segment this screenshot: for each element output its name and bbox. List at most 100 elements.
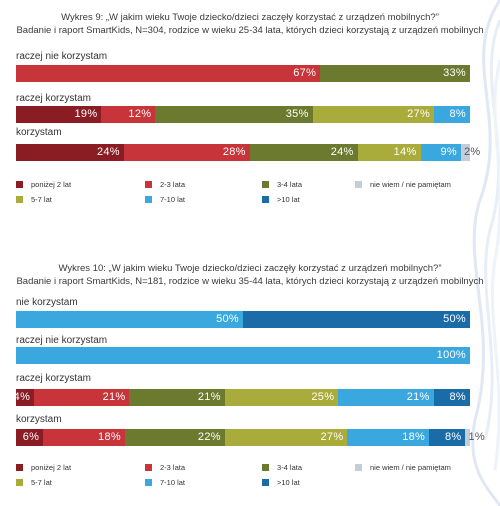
- bar-segment-lata3_4: 35%: [155, 106, 313, 123]
- bar-segment-niewiem: 2%: [461, 144, 480, 161]
- legend-item-lata3_4: 3-4 lata: [262, 463, 302, 472]
- legend-item-niewiem: nie wiem / nie pamiętam: [355, 463, 451, 472]
- data-label: 8%: [449, 108, 466, 120]
- data-label: 18%: [402, 431, 426, 443]
- legend-item-niewiem: nie wiem / nie pamiętam: [355, 180, 451, 189]
- data-label: 24%: [96, 146, 120, 158]
- legend-label: >10 lat: [277, 478, 300, 487]
- bar-segment-ponizej2: 4%: [13, 389, 35, 406]
- decorative-wave-lines: [471, 0, 500, 506]
- legend-item-lat5_7: 5-7 lat: [16, 478, 52, 487]
- stacked-bar: 100%: [16, 347, 470, 364]
- bar-segment-niewiem: 1%: [465, 429, 485, 446]
- legend-item-lat7_10: 7-10 lat: [145, 478, 185, 487]
- legend-swatch: [16, 196, 23, 203]
- bar-segment-lat10: 8%: [429, 429, 466, 446]
- data-label: 25%: [311, 391, 335, 403]
- legend-item-lata3_4: 3-4 lata: [262, 180, 302, 189]
- data-label: 1%: [468, 431, 485, 443]
- bar-segment-lat7_10: 21%: [338, 389, 434, 406]
- bar-segment-lata3_4: 21%: [129, 389, 225, 406]
- data-label: 50%: [216, 313, 239, 325]
- data-label: 2%: [464, 146, 481, 158]
- data-label: 50%: [443, 313, 466, 325]
- bar-segment-lat10: 50%: [243, 311, 470, 328]
- chart-title: Wykres 9: „W jakim wieku Twoje dziecko/d…: [61, 12, 439, 23]
- stacked-bar: 6% 18% 22% 27% 18% 8% 1%: [16, 429, 485, 446]
- data-label: 4%: [13, 391, 31, 403]
- legend-label: 3-4 lata: [277, 180, 303, 189]
- bar-segment-lat5_7: 27%: [224, 429, 348, 446]
- data-label: 19%: [74, 108, 98, 120]
- data-label: 21%: [197, 391, 221, 403]
- bar-segment-lata2_3: 21%: [34, 389, 130, 406]
- legend-item-lata2_3: 2-3 lata: [145, 463, 185, 472]
- legend-label: poniżej 2 lat: [31, 463, 72, 472]
- data-label: 12%: [128, 108, 152, 120]
- bar-segment-ponizej2: 24%: [16, 144, 124, 161]
- stacked-bar: 50% 50%: [16, 311, 470, 328]
- data-label: 27%: [407, 108, 431, 120]
- bar-segment-lata2_3: 28%: [123, 144, 250, 161]
- bar-segment-lata2_3: 67%: [16, 65, 321, 82]
- legend-item-lat5_7: 5-7 lat: [16, 195, 52, 204]
- legend-swatch: [16, 479, 23, 486]
- legend-label: 5-7 lat: [31, 195, 52, 204]
- row-label: raczej korzystam: [16, 93, 92, 104]
- data-label: 67%: [293, 67, 317, 79]
- bar-segment-lat7_10: 8%: [434, 106, 470, 123]
- data-label: 27%: [320, 431, 344, 443]
- legend-label: 7-10 lat: [160, 195, 186, 204]
- data-label: 35%: [285, 108, 309, 120]
- legend-label: 2-3 lata: [160, 180, 186, 189]
- legend-swatch: [145, 479, 152, 486]
- legend-label: 5-7 lat: [31, 478, 52, 487]
- bar-segment-ponizej2: 6%: [16, 429, 44, 446]
- legend-label: nie wiem / nie pamiętam: [370, 180, 451, 189]
- stacked-bar: 67% 33%: [16, 65, 470, 82]
- legend-swatch: [355, 181, 362, 188]
- data-label: 8%: [449, 391, 466, 403]
- legend-swatch: [262, 196, 269, 203]
- row-label: korzystam: [16, 414, 62, 425]
- legend-swatch: [145, 196, 152, 203]
- data-label: 14%: [393, 146, 417, 158]
- bar-segment-lata3_4: 22%: [124, 429, 225, 446]
- bar-segment-lat5_7: 14%: [357, 144, 421, 161]
- bar-segment-lat10: 8%: [433, 389, 470, 406]
- chart-subtitle: Badanie i raport SmartKids, N=304, rodzi…: [16, 25, 484, 36]
- legend-item-lat10: >10 lat: [262, 478, 300, 487]
- data-label: 18%: [98, 431, 121, 443]
- data-label: 8%: [444, 431, 462, 443]
- legend-item-ponizej2: poniżej 2 lat: [16, 463, 71, 472]
- data-label: 100%: [436, 349, 466, 361]
- legend-item-lat10: >10 lat: [262, 195, 300, 204]
- row-label: raczej nie korzystam: [16, 335, 108, 346]
- stacked-bar: 24% 28% 24% 14% 9% 2%: [16, 144, 480, 161]
- bar-segment-lat5_7: 27%: [312, 106, 435, 123]
- bar-segment-lata2_3: 18%: [43, 429, 125, 446]
- chart-title: Wykres 10: „W jakim wieku Twoje dziecko/…: [58, 263, 442, 274]
- bar-segment-lata2_3: 12%: [101, 106, 156, 123]
- legend-swatch: [16, 464, 23, 471]
- stacked-bar: 19% 12% 35% 27% 8%: [16, 106, 470, 123]
- data-label: 6%: [22, 431, 40, 443]
- legend-swatch: [16, 181, 23, 188]
- legend-item-lat7_10: 7-10 lat: [145, 195, 185, 204]
- legend-label: poniżej 2 lat: [31, 180, 72, 189]
- bar-segment-lata3_4: 24%: [249, 144, 358, 161]
- stacked-bar: 4% 21% 21% 25% 21% 8%: [13, 389, 470, 406]
- bar-segment-lat7_10: 18%: [347, 429, 430, 446]
- row-label: raczej nie korzystam: [16, 51, 108, 62]
- legend-swatch: [262, 479, 269, 486]
- legend-swatch: [262, 181, 269, 188]
- bar-segment-lat7_10: 9%: [420, 144, 462, 161]
- legend-label: >10 lat: [277, 195, 300, 204]
- legend-item-lata2_3: 2-3 lata: [145, 180, 185, 189]
- legend-swatch: [145, 181, 152, 188]
- legend-label: 7-10 lat: [160, 478, 186, 487]
- legend-swatch: [355, 464, 362, 471]
- legend-swatch: [145, 464, 152, 471]
- legend-label: nie wiem / nie pamiętam: [370, 463, 451, 472]
- data-label: 24%: [330, 146, 354, 158]
